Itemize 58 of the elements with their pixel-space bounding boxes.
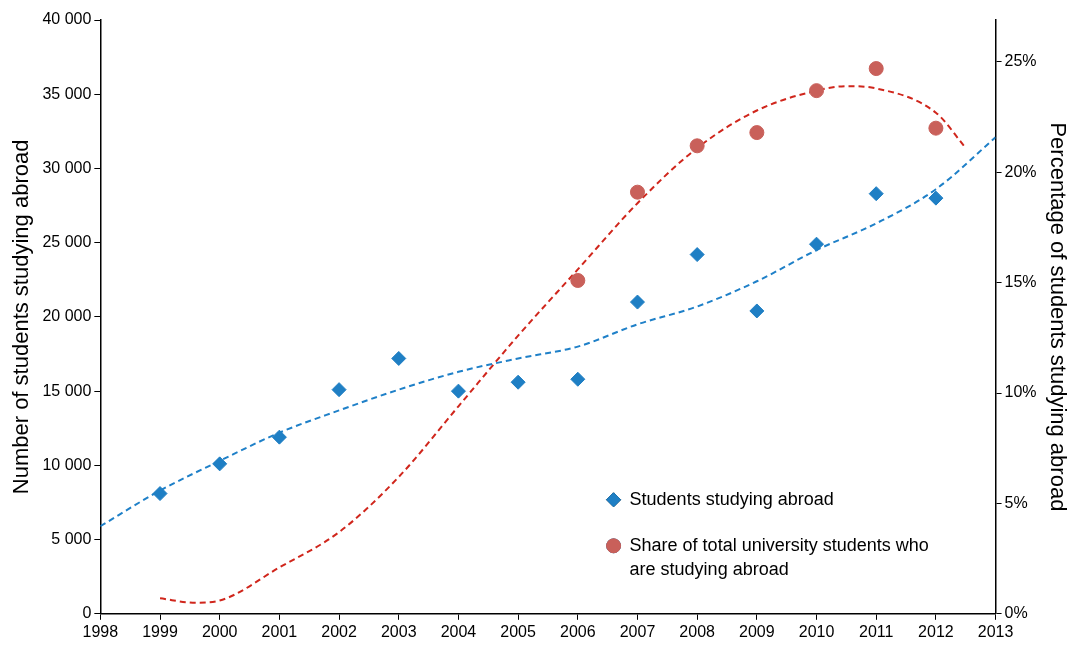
x-tick-label: 2002: [321, 622, 357, 640]
point: [689, 138, 705, 154]
x-tick-label: 2006: [560, 622, 596, 640]
point: [629, 184, 645, 200]
point: [928, 120, 944, 136]
x-tick-label: 2010: [798, 622, 835, 640]
y2-tick-label: 10%: [1004, 383, 1037, 401]
x-tick-label: 2008: [679, 622, 716, 640]
x-tick-label: 2003: [380, 622, 417, 640]
point: [331, 382, 347, 398]
y-tick-label: 20 000: [42, 307, 92, 325]
point: [152, 486, 168, 502]
line-series: [100, 136, 996, 528]
point: [450, 383, 466, 399]
point: [510, 374, 526, 390]
y2-tick-label: 5%: [1004, 493, 1028, 511]
point: [570, 272, 586, 288]
x-tick-label: 2005: [500, 622, 537, 640]
y-tick-label: 10 000: [42, 455, 92, 473]
y-tick-label: 30 000: [42, 158, 92, 176]
x-tick-label: 2000: [201, 622, 238, 640]
point: [570, 371, 586, 387]
point: [868, 186, 884, 202]
y-tick-label: 0: [82, 604, 92, 622]
point: [928, 190, 944, 206]
x-tick-label: 2007: [619, 622, 656, 640]
point: [689, 247, 705, 263]
point: [212, 456, 228, 472]
y2-tick-label: 15%: [1004, 273, 1037, 291]
point: [868, 61, 884, 77]
point: [629, 294, 645, 310]
x-tick-label: 2004: [440, 622, 477, 640]
x-tick-label: 2013: [977, 622, 1014, 640]
x-tick-label: 2012: [918, 622, 954, 640]
x-tick-label: 1998: [82, 622, 119, 640]
y-tick-label: 25 000: [42, 233, 92, 251]
point: [809, 236, 825, 252]
point: [809, 83, 825, 99]
line-series: [159, 85, 967, 604]
x-tick-label: 2011: [859, 622, 894, 640]
y2-tick-label: 0%: [1004, 604, 1028, 622]
point: [271, 429, 287, 445]
legend-label: Share of total university students who are studying abroad: [629, 534, 929, 579]
y-axis-title: Number of students studying abroad: [8, 139, 34, 495]
legend-label: Students studying abroad: [629, 488, 834, 509]
point: [749, 303, 765, 319]
x-tick-label: 1999: [142, 622, 178, 640]
y-tick-label: 35 000: [42, 84, 92, 102]
point: [749, 125, 765, 141]
y-tick-label: 5 000: [51, 529, 92, 547]
x-tick-label: 2001: [261, 622, 298, 640]
y-tick-label: 15 000: [42, 381, 92, 399]
y2-tick-label: 25%: [1004, 52, 1037, 70]
y-tick-label: 40 000: [42, 10, 92, 28]
y2-axis-title: Percentage of students studying abroad: [1045, 122, 1071, 512]
point: [391, 350, 407, 366]
x-tick-label: 2009: [739, 622, 775, 640]
y2-tick-label: 20%: [1004, 162, 1037, 180]
